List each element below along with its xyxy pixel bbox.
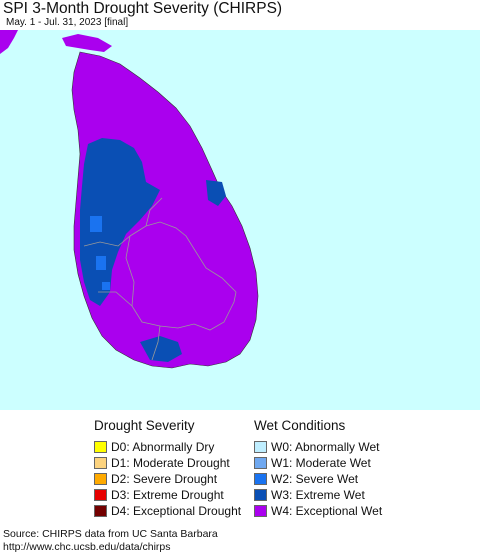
legend-item-w1: W1: Moderate Wet — [254, 455, 382, 471]
legend-item-d0: D0: Abnormally Dry — [94, 439, 241, 455]
south-wet-patch — [140, 336, 182, 362]
province-boundaries — [83, 197, 237, 361]
legend-swatch — [94, 505, 107, 517]
wet-legend-heading: Wet Conditions — [254, 418, 346, 433]
legend-swatch — [94, 489, 107, 501]
legend-item-d3: D3: Extreme Drought — [94, 487, 241, 503]
legend-item-w2: W2: Severe Wet — [254, 471, 382, 487]
drought-legend-heading: Drought Severity — [94, 418, 195, 433]
source-footer: Source: CHIRPS data from UC Santa Barbar… — [3, 528, 218, 554]
drought-legend: Drought Severity D0: Abnormally Dry D1: … — [94, 418, 241, 519]
legend-item-w3: W3: Extreme Wet — [254, 487, 382, 503]
legend-item-d2: D2: Severe Drought — [94, 471, 241, 487]
legend-swatch — [94, 457, 107, 469]
source-url: http://www.chc.ucsb.edu/data/chirps — [3, 541, 171, 553]
severe-wet-spot — [90, 216, 102, 232]
severe-wet-spot — [96, 256, 106, 270]
map-subtitle: May. 1 - Jul. 31, 2023 [final] — [6, 17, 129, 28]
legend-swatch — [94, 473, 107, 485]
legend-item-d1: D1: Moderate Drought — [94, 455, 241, 471]
legend-swatch — [254, 441, 267, 453]
legend-swatch — [254, 489, 267, 501]
wet-legend: Wet Conditions W0: Abnormally Wet W1: Mo… — [254, 418, 382, 519]
legend-swatch — [254, 505, 267, 517]
severe-wet-spot — [102, 282, 110, 290]
india-landmass — [0, 30, 18, 54]
source-text: Source: CHIRPS data from UC Santa Barbar… — [3, 528, 218, 540]
jaffna-peninsula — [62, 34, 112, 52]
map-title: SPI 3-Month Drought Severity (CHIRPS) — [3, 0, 283, 17]
sri-lanka-island — [71, 51, 259, 369]
legend-swatch — [254, 473, 267, 485]
legend-item-d4: D4: Exceptional Drought — [94, 503, 241, 519]
legend-swatch — [254, 457, 267, 469]
legend-item-w4: W4: Exceptional Wet — [254, 503, 382, 519]
legend-item-w0: W0: Abnormally Wet — [254, 439, 382, 455]
east-wet-patch — [206, 180, 226, 206]
drought-map — [0, 30, 480, 410]
legend-swatch — [94, 441, 107, 453]
